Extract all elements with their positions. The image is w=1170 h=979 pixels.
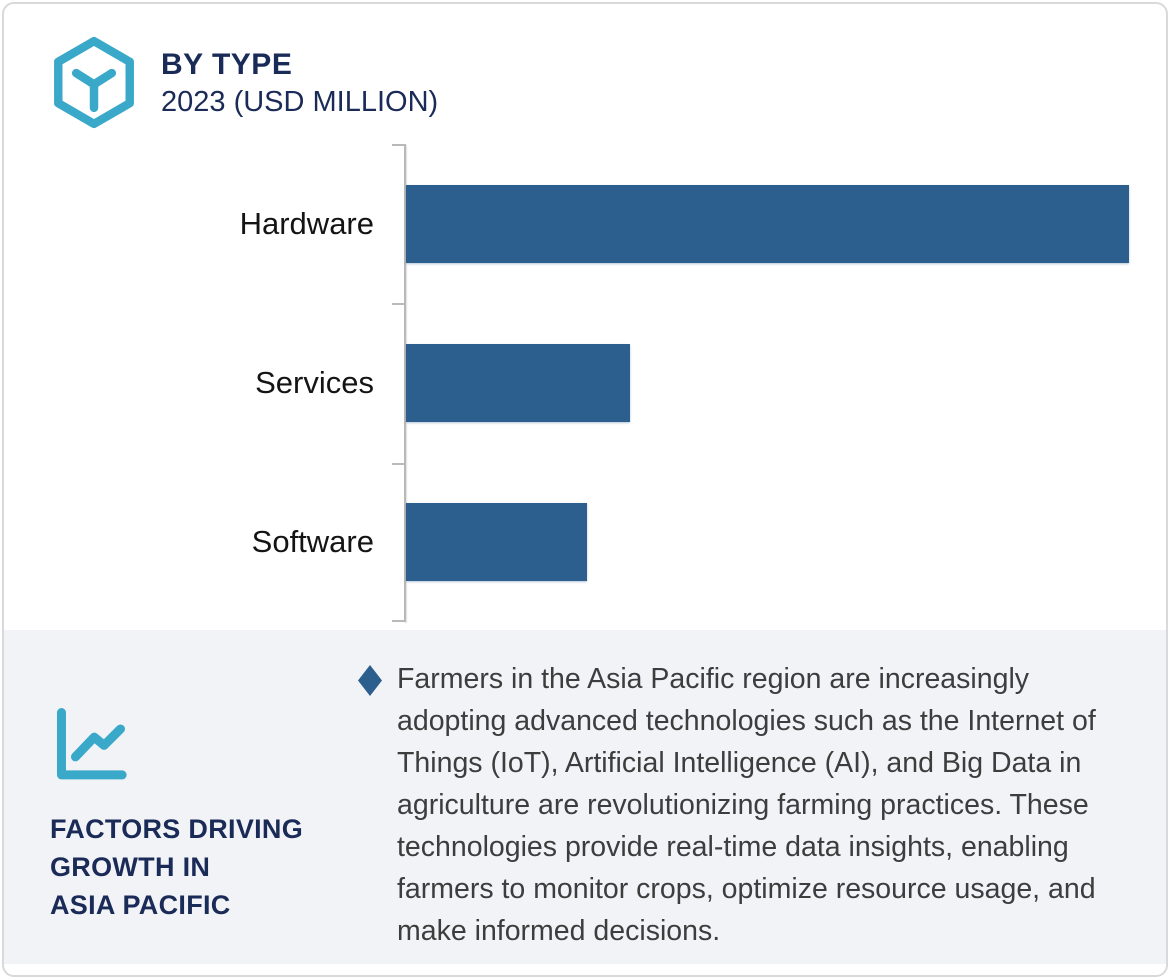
category-label: Software xyxy=(251,524,374,560)
chart-title: BY TYPE xyxy=(161,47,293,81)
factors-bullet-item: Farmers in the Asia Pacific region are i… xyxy=(358,658,1133,952)
line-chart-icon xyxy=(56,708,127,780)
chart-row-services: Services xyxy=(4,303,1166,462)
diamond-bullet-icon xyxy=(358,665,382,696)
chart-row-software: Software xyxy=(4,463,1166,622)
factors-heading-line: ASIA PACIFIC xyxy=(50,890,231,920)
axis-tick xyxy=(392,462,405,465)
axis-tick xyxy=(392,303,405,306)
factors-heading: FACTORS DRIVING GROWTH IN ASIA PACIFIC xyxy=(50,810,340,924)
cube-hexagon-icon xyxy=(54,36,134,129)
axis-tick xyxy=(392,144,405,146)
category-label: Hardware xyxy=(239,205,374,241)
factors-bullet-text: Farmers in the Asia Pacific region are i… xyxy=(397,663,1096,947)
bar-services xyxy=(406,343,630,422)
category-label: Services xyxy=(255,364,374,400)
factors-heading-line: GROWTH IN xyxy=(50,852,211,882)
y-axis-line xyxy=(404,144,406,622)
chart-title-block: BY TYPE 2023 (USD MILLION) xyxy=(161,46,438,120)
factors-heading-block: FACTORS DRIVING GROWTH IN ASIA PACIFIC xyxy=(50,706,340,924)
chart-subtitle: 2023 (USD MILLION) xyxy=(161,85,439,118)
factors-panel: FACTORS DRIVING GROWTH IN ASIA PACIFIC F… xyxy=(4,630,1166,964)
bar-chart: Hardware Services Software xyxy=(4,144,1166,622)
axis-tick xyxy=(392,620,405,622)
chart-rows: Hardware Services Software xyxy=(4,144,1166,622)
factors-heading-line: FACTORS DRIVING xyxy=(50,814,304,844)
chart-row-hardware: Hardware xyxy=(4,144,1166,303)
chart-header: BY TYPE 2023 (USD MILLION) xyxy=(47,33,438,132)
bar-hardware xyxy=(406,184,1129,263)
bar-software xyxy=(406,503,587,582)
